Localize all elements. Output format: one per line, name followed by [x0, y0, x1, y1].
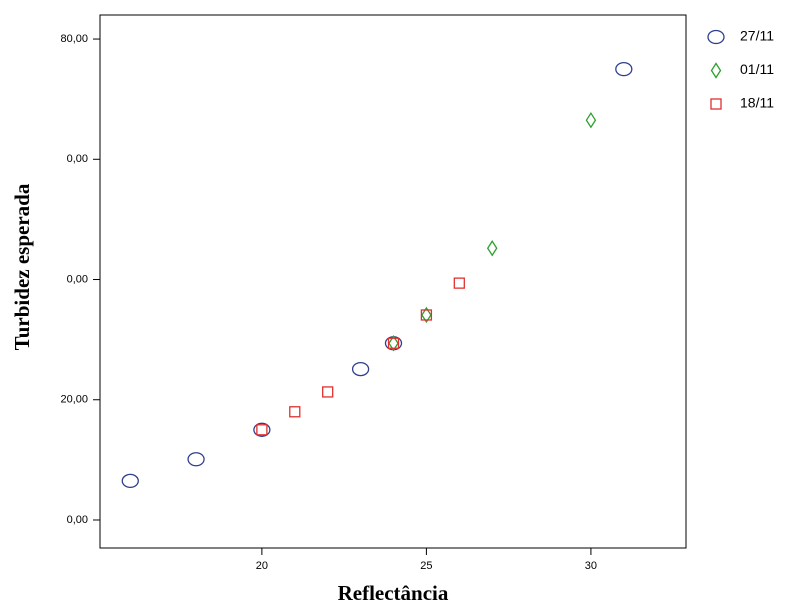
y-tick-label: 20,00 — [60, 394, 88, 406]
point — [322, 386, 334, 398]
x-tick-label: 25 — [420, 560, 432, 572]
y-tick-label: 0,00 — [67, 514, 88, 526]
legend-marker — [707, 29, 725, 45]
point — [387, 337, 400, 349]
point — [256, 424, 268, 436]
y-tick-label: 0,00 — [67, 273, 88, 285]
point — [486, 240, 498, 257]
legend-label: 18/11 — [740, 95, 774, 111]
point — [187, 452, 205, 467]
point — [615, 61, 633, 77]
x-axis-title: Reflectância — [338, 581, 449, 605]
point — [388, 335, 399, 352]
point — [420, 309, 433, 321]
point — [421, 306, 432, 324]
legend-marker — [710, 98, 722, 110]
point — [121, 473, 139, 489]
legend-label: 01/11 — [740, 61, 774, 77]
x-tick-label: 30 — [585, 560, 597, 572]
y-tick-label: 0,00 — [67, 153, 88, 165]
plot-frame — [99, 14, 687, 549]
x-tick-label: 20 — [256, 560, 268, 572]
point — [453, 277, 465, 289]
y-tick-label: 80,00 — [60, 33, 88, 45]
y-axis-title: Turbidez esperada — [10, 183, 34, 350]
legend-label: 27/11 — [740, 28, 774, 44]
point — [253, 422, 271, 437]
legend-marker — [710, 62, 722, 79]
point — [351, 361, 370, 377]
point — [585, 112, 597, 129]
point — [289, 406, 301, 418]
